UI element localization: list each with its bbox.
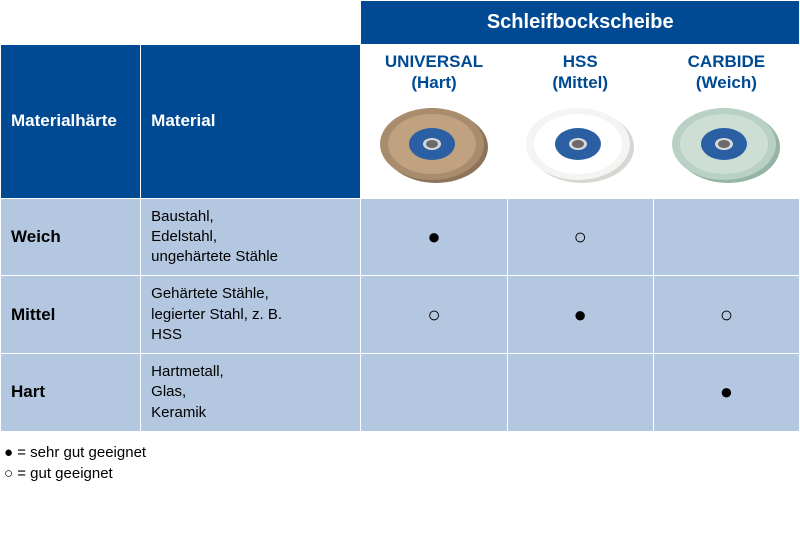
hardness-text: Hart — [11, 382, 45, 401]
hardness-cell: Weich — [1, 198, 141, 276]
mark: ○ — [720, 302, 733, 327]
table-container: Schleifbockscheibe Materialhärte Materia… — [0, 0, 800, 488]
mark-cell: ○ — [507, 198, 653, 276]
product-name-2: CARBIDE — [688, 52, 765, 71]
table-row: Weich Baustahl, Edelstahl, ungehärtete S… — [1, 198, 800, 276]
corner-blank — [1, 1, 361, 45]
mark: ● — [720, 379, 733, 404]
mark-cell: ● — [507, 276, 653, 354]
material-cell: Baustahl, Edelstahl, ungehärtete Stähle — [141, 198, 361, 276]
mark: ○ — [574, 224, 587, 249]
product-cell-0: UNIVERSAL (Hart) — [361, 45, 507, 199]
hardness-text: Mittel — [11, 305, 55, 324]
mark-cell: ● — [653, 354, 799, 432]
material-text: Baustahl, Edelstahl, ungehärtete Stähle — [151, 208, 278, 266]
product-sub-0: (Hart) — [411, 73, 456, 92]
hardness-cell: Hart — [1, 354, 141, 432]
table-row: Hart Hartmetall, Glas, Keramik ● — [1, 354, 800, 432]
header-material: Material — [141, 45, 361, 199]
hardness-text: Weich — [11, 227, 61, 246]
product-name-1: HSS — [563, 52, 598, 71]
mark-cell: ○ — [361, 276, 507, 354]
product-title-0: UNIVERSAL (Hart) — [365, 51, 502, 94]
legend-filled: ● = sehr gut geeignet — [4, 442, 796, 463]
header-hardness: Materialhärte — [1, 45, 141, 199]
table-row: Mittel Gehärtete Stähle, legierter Stahl… — [1, 276, 800, 354]
product-sub-1: (Mittel) — [552, 73, 608, 92]
product-cell-1: HSS (Mittel) — [507, 45, 653, 199]
header-hardness-text: Materialhärte — [11, 111, 117, 130]
wheel-icon-0 — [374, 102, 494, 188]
product-title-2: CARBIDE (Weich) — [658, 51, 795, 94]
mark: ● — [574, 302, 587, 327]
group-header-text: Schleifbockscheibe — [487, 11, 674, 33]
material-cell: Hartmetall, Glas, Keramik — [141, 354, 361, 432]
product-sub-2: (Weich) — [696, 73, 757, 92]
mark: ● — [427, 224, 440, 249]
compatibility-table: Schleifbockscheibe Materialhärte Materia… — [0, 0, 800, 432]
mark: ○ — [427, 302, 440, 327]
material-text: Gehärtete Stähle, legierter Stahl, z. B.… — [151, 285, 282, 343]
group-header: Schleifbockscheibe — [361, 1, 800, 45]
product-title-1: HSS (Mittel) — [512, 51, 649, 94]
wheel-icon-1 — [520, 102, 640, 188]
legend: ● = sehr gut geeignet ○ = gut geeignet — [0, 432, 800, 488]
wheel-icon-2 — [666, 102, 786, 188]
material-text: Hartmetall, Glas, Keramik — [151, 363, 224, 421]
material-cell: Gehärtete Stähle, legierter Stahl, z. B.… — [141, 276, 361, 354]
hardness-cell: Mittel — [1, 276, 141, 354]
legend-open: ○ = gut geeignet — [4, 463, 796, 484]
product-cell-2: CARBIDE (Weich) — [653, 45, 799, 199]
mark-cell: ○ — [653, 276, 799, 354]
product-name-0: UNIVERSAL — [385, 52, 483, 71]
mark-cell — [653, 198, 799, 276]
mark-cell — [507, 354, 653, 432]
mark-cell: ● — [361, 198, 507, 276]
mark-cell — [361, 354, 507, 432]
header-material-text: Material — [151, 111, 215, 130]
